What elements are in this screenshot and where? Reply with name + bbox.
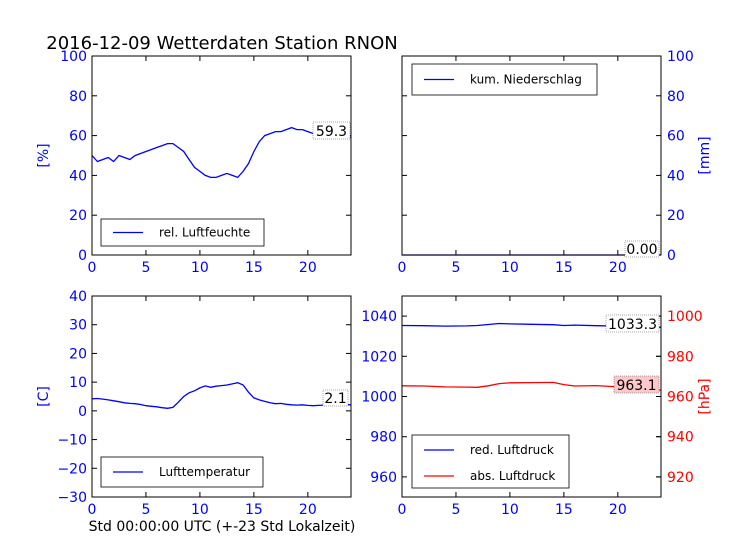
last-value-label: 2.1 — [324, 391, 346, 407]
x-axis-label: Std 00:00:00 UTC (+-23 Std Lokalzeit) — [89, 519, 356, 535]
series-line-2 — [401, 381, 662, 391]
legend-label: kum. Niederschlag — [470, 73, 582, 87]
y-right-tick-label: 980 — [667, 349, 694, 365]
x-tick-label: 15 — [555, 502, 573, 518]
y-axis-label: [C] — [36, 386, 52, 407]
y-tick-label: 80 — [667, 89, 685, 105]
legend: rel. Luftfeuchte — [100, 218, 265, 247]
y-tick-label: 0 — [667, 248, 676, 264]
plot-frame — [91, 295, 352, 498]
x-tick-label: 5 — [141, 502, 150, 518]
last-value-annotation: 963.1 — [613, 375, 660, 394]
y-tick-label: 60 — [667, 129, 685, 145]
legend: Lufttemperatur — [100, 456, 264, 488]
x-tick-label: 20 — [299, 260, 317, 276]
y-right-tick-label: 960 — [667, 390, 694, 406]
y-tick-label: 40 — [69, 168, 87, 184]
y-tick-label: 1020 — [361, 349, 397, 365]
x-tick-label: 5 — [451, 260, 460, 276]
x-tick-label: 0 — [88, 260, 97, 276]
legend-box — [411, 434, 570, 489]
last-value-annotation: 2.1 — [322, 389, 349, 407]
y-right-tick-label: 1000 — [667, 309, 703, 325]
last-value-label: 0.00 — [626, 242, 657, 258]
x-tick-label: 0 — [398, 502, 407, 518]
chart-title: 2016-12-09 Wetterdaten Station RNON — [46, 33, 397, 54]
x-tick-label: 20 — [299, 502, 317, 518]
x-tick-label: 10 — [501, 260, 519, 276]
x-tick-label: 0 — [88, 502, 97, 518]
y-tick-label: 60 — [69, 129, 87, 145]
y-right-tick-label: 920 — [667, 470, 694, 486]
x-tick-label: 20 — [609, 502, 627, 518]
last-value-box — [605, 314, 660, 333]
y-axis-label: [mm] — [697, 136, 713, 174]
last-value-annotation: 59.3 — [312, 121, 351, 140]
y-tick-label: 0 — [78, 248, 87, 264]
humidity-panel: 0 5 10 15 20 0 20 40 60 80 100 [%] rel. Luftfeuchte 5… — [36, 49, 352, 276]
x-tick-label: 0 — [398, 260, 407, 276]
y-axis-label: [hPa] — [697, 378, 713, 414]
x-tick-label: 10 — [191, 502, 209, 518]
y-right-tick-label: 940 — [667, 430, 694, 446]
y-tick-label: 20 — [69, 208, 87, 224]
precipitation-panel: 0 5 10 15 20 0 20 40 60 80 100 [mm] kum. Niederschla… — [398, 49, 713, 276]
x-tick-label: 15 — [245, 502, 263, 518]
y-tick-label: 40 — [667, 168, 685, 184]
x-tick-label: 20 — [609, 260, 627, 276]
x-tick-label: 5 — [141, 260, 150, 276]
series-line-1 — [91, 382, 351, 409]
y-tick-label: 40 — [69, 289, 87, 305]
y-tick-label: −20 — [57, 461, 87, 477]
x-tick-label: 10 — [191, 260, 209, 276]
last-value-box — [613, 375, 660, 394]
plot-frame — [401, 55, 662, 256]
last-value-box — [322, 389, 349, 407]
y-tick-label: 980 — [370, 430, 397, 446]
last-value-annotation: 0.00 — [624, 240, 660, 258]
y-tick-label: −10 — [57, 433, 87, 449]
y-tick-label: 1000 — [361, 390, 397, 406]
last-value-box — [624, 240, 660, 258]
plot-frame — [91, 55, 352, 256]
y-tick-label: 20 — [667, 208, 685, 224]
y-tick-label: 10 — [69, 375, 87, 391]
pressure-panel: 0 5 10 15 20 960 980 1000 1020 1040 920 940 960 980 10… — [361, 295, 713, 518]
y-tick-label: 100 — [60, 49, 87, 65]
legend-label: red. Luftdruck — [470, 443, 554, 457]
y-tick-label: 20 — [69, 346, 87, 362]
series-line-1 — [91, 126, 352, 179]
y-tick-label: 100 — [667, 49, 694, 65]
y-tick-label: 1040 — [361, 309, 397, 325]
legend-label: Lufttemperatur — [159, 465, 250, 479]
x-tick-label: 15 — [245, 260, 263, 276]
temperature-panel: 0 5 10 15 20 −30 −20 −10 0 10 20 30 40 [C] Lufttempera… — [36, 289, 352, 518]
y-tick-label: 0 — [78, 404, 87, 420]
last-value-annotation: 1033.3 — [605, 314, 660, 333]
y-tick-label: −30 — [57, 490, 87, 506]
y-tick-label: 80 — [69, 89, 87, 105]
y-axis-label: [%] — [36, 143, 52, 167]
last-value-label: 1033.3 — [608, 317, 657, 333]
last-value-label: 59.3 — [316, 124, 347, 140]
legend: kum. Niederschlag — [411, 63, 598, 96]
last-value-box — [312, 121, 351, 140]
legend: red. Luftdruck abs. Luftdruck — [411, 434, 570, 489]
legend-label: abs. Luftdruck — [470, 469, 555, 483]
x-tick-label: 5 — [451, 502, 460, 518]
y-tick-label: 30 — [69, 318, 87, 334]
y-tick-label: 960 — [370, 470, 397, 486]
last-value-label: 963.1 — [616, 378, 656, 394]
x-tick-label: 15 — [555, 260, 573, 276]
legend-label: rel. Luftfeuchte — [159, 226, 250, 240]
x-tick-label: 10 — [501, 502, 519, 518]
